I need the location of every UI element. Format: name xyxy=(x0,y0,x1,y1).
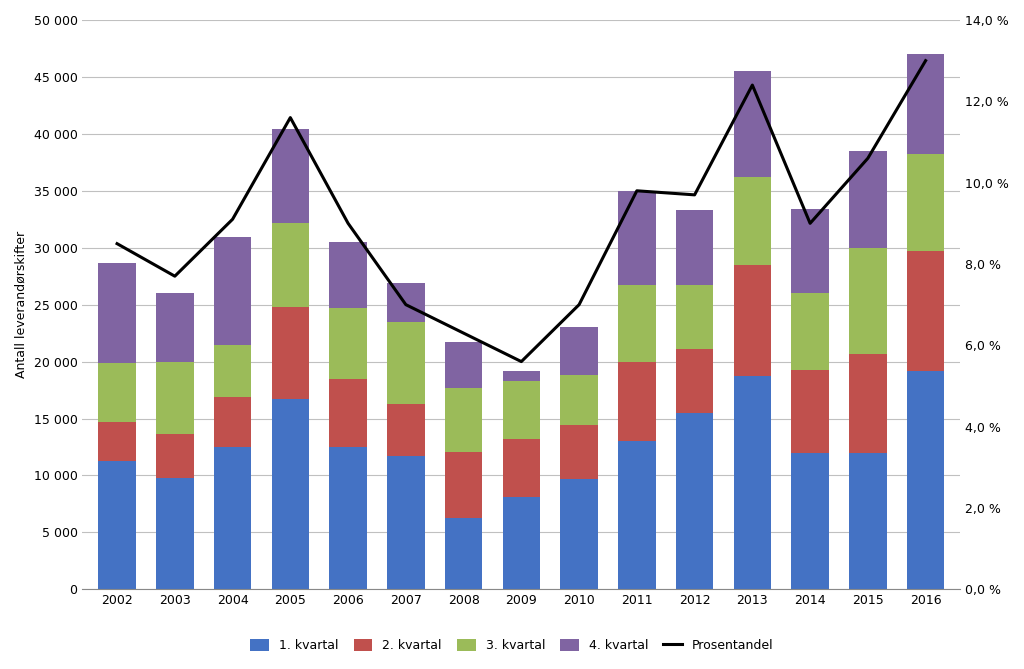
Bar xyxy=(618,361,655,442)
Bar xyxy=(503,439,540,497)
Bar xyxy=(271,399,309,589)
Bar xyxy=(330,242,367,308)
Bar xyxy=(98,422,136,461)
Bar xyxy=(676,413,714,589)
Bar xyxy=(98,461,136,589)
Prosentandel xyxy=(226,215,239,223)
Bar xyxy=(271,223,309,307)
Bar xyxy=(156,293,194,361)
Bar xyxy=(330,379,367,447)
Bar xyxy=(387,283,425,322)
Prosentandel xyxy=(111,240,123,248)
Bar xyxy=(503,497,540,589)
Bar xyxy=(387,403,425,456)
Bar xyxy=(792,293,828,369)
Bar xyxy=(387,322,425,403)
Bar xyxy=(792,209,828,293)
Prosentandel xyxy=(399,300,412,308)
Bar xyxy=(98,262,136,363)
Bar xyxy=(214,345,251,397)
Prosentandel xyxy=(688,191,700,199)
Bar xyxy=(907,371,944,589)
Bar xyxy=(849,354,887,453)
Bar xyxy=(733,265,771,377)
Bar xyxy=(444,388,482,452)
Prosentandel xyxy=(862,155,874,163)
Bar xyxy=(907,251,944,371)
Bar xyxy=(503,371,540,381)
Bar xyxy=(444,452,482,518)
Prosentandel xyxy=(573,300,586,308)
Y-axis label: Antall leverandørskifter: Antall leverandørskifter xyxy=(15,231,28,378)
Bar xyxy=(214,447,251,589)
Line: Prosentandel: Prosentandel xyxy=(117,61,926,361)
Bar xyxy=(618,442,655,589)
Legend: 1. kvartal, 2. kvartal, 3. kvartal, 4. kvartal, Prosentandel: 1. kvartal, 2. kvartal, 3. kvartal, 4. k… xyxy=(247,636,777,656)
Bar xyxy=(156,361,194,434)
Bar xyxy=(618,191,655,285)
Bar xyxy=(444,518,482,589)
Prosentandel xyxy=(804,219,816,227)
Bar xyxy=(560,425,598,479)
Prosentandel xyxy=(631,187,643,195)
Prosentandel xyxy=(342,219,354,227)
Bar xyxy=(271,129,309,223)
Bar xyxy=(849,248,887,354)
Bar xyxy=(214,237,251,345)
Bar xyxy=(733,177,771,265)
Bar xyxy=(214,397,251,447)
Bar xyxy=(618,285,655,361)
Bar xyxy=(792,453,828,589)
Prosentandel xyxy=(920,57,932,65)
Bar xyxy=(676,285,714,349)
Bar xyxy=(849,151,887,248)
Prosentandel xyxy=(515,357,527,365)
Bar xyxy=(733,71,771,177)
Bar xyxy=(330,308,367,379)
Prosentandel xyxy=(169,272,181,280)
Bar xyxy=(792,369,828,453)
Bar xyxy=(156,478,194,589)
Bar xyxy=(676,349,714,413)
Bar xyxy=(733,377,771,589)
Bar xyxy=(98,363,136,422)
Prosentandel xyxy=(458,329,470,337)
Bar xyxy=(156,434,194,478)
Bar xyxy=(907,54,944,155)
Prosentandel xyxy=(746,81,759,89)
Bar xyxy=(444,343,482,388)
Bar xyxy=(330,447,367,589)
Bar xyxy=(503,381,540,439)
Bar xyxy=(849,453,887,589)
Bar xyxy=(560,375,598,425)
Bar xyxy=(907,155,944,251)
Bar xyxy=(560,327,598,375)
Bar xyxy=(271,307,309,399)
Prosentandel xyxy=(285,114,297,122)
Bar xyxy=(676,210,714,285)
Bar xyxy=(560,479,598,589)
Bar xyxy=(387,456,425,589)
